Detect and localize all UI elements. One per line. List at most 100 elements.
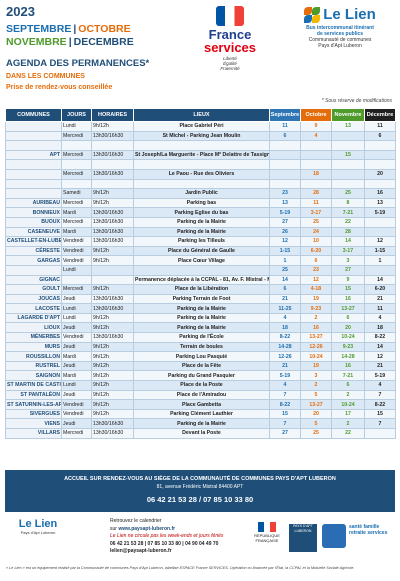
table-row: ST SATURNIN-LES-APT Vendredi 9h/12h Place G… [5, 399, 396, 410]
cell-commune: SAIGNON [5, 370, 62, 382]
cell-jour: Samedi [61, 188, 92, 199]
cell-month [269, 140, 301, 151]
cell-month: 25 [331, 188, 365, 199]
table-row: Mercredi 13h30/16h30 St Michel - Parking J… [5, 130, 396, 142]
cell-commune [5, 121, 62, 132]
cell-month: 3-17 [300, 207, 332, 218]
cell-lieu [133, 264, 270, 276]
cell-jour: Lundi [61, 303, 92, 314]
cell-horaire: 9h/12h [91, 389, 134, 401]
table-row: CASENEUVE Mardi 13h30/16h30 Parking de la M… [5, 226, 396, 238]
cell-commune: GIGNAC [5, 274, 62, 286]
cell-month: 4 [364, 380, 396, 391]
cell-lieu: Le Paou - Rue des Oliviers [133, 168, 270, 180]
table-row: AURIBEAU Mercredi 9h/12h Parking bas 13 11 8 13 [5, 197, 396, 209]
month-label: DECEMBRE [73, 36, 134, 48]
cell-month: 9 [331, 274, 365, 286]
cell-horaire: 13h30/16h30 [91, 216, 134, 228]
logo-sub: Pays d'Apt Luberon [20, 530, 56, 535]
cell-jour: Lundi [61, 312, 92, 324]
cell-jour [61, 140, 92, 151]
cell-month: 1 [364, 255, 396, 266]
cell-month [364, 264, 396, 276]
cell-month: 8-22 [269, 399, 301, 410]
logo-text: services [203, 40, 257, 55]
marianne-icon [216, 6, 244, 26]
cell-lieu: Parking de la Mairie [133, 216, 270, 228]
cell-month: 2 [300, 380, 332, 391]
cell-month: 18 [300, 168, 332, 180]
cell-commune: ROUSSILLON [5, 351, 62, 362]
flag-icon [258, 522, 276, 532]
cell-lieu: Place de la Libération [133, 284, 270, 295]
table-row: LIOUX Jeudi 9h/12h Parking de la Mairie 18 16… [5, 322, 396, 334]
cell-month [300, 149, 332, 161]
contact-title: ACCUEIL SUR RENDEZ-VOUS AU SIÈGE DE LA C… [64, 476, 336, 482]
cell-month: 4 [364, 312, 396, 324]
cell-month [300, 178, 332, 190]
cell-month: 17 [331, 408, 365, 420]
cell-horaire: 9h/12h [91, 188, 134, 199]
cell-month: 22 [331, 216, 365, 228]
cell-month: 4 [269, 380, 301, 391]
cell-month: 10-24 [331, 332, 365, 343]
cell-month [331, 168, 365, 180]
cell-commune: LIOUX [5, 322, 62, 334]
email-link[interactable]: lelien@paysapt-luberon.fr [110, 548, 172, 554]
table-body: Lundi 9h/12h Place Gabriel Péri 11 9 13 11 Merc… [5, 121, 396, 439]
cell-commune [5, 168, 62, 180]
cell-lieu: Devant la Poste [133, 428, 270, 439]
schedule-table: COMMUNES JOURS HORAIRES LIEUX Septembre Octob… [5, 108, 396, 439]
logo-text: RÉPUBLIQUE FRANÇAISE [254, 533, 280, 543]
cell-month: 27 [269, 428, 301, 439]
cell-jour: Vendredi [61, 236, 92, 247]
cell-month: 14 [269, 274, 301, 286]
cell-month: 7 [269, 418, 301, 429]
logo-desc: Bus intercommunal itinérant de services … [306, 25, 374, 37]
table-row: VILLARS Mercredi 13h30/16h30 Devant la Post… [5, 428, 396, 439]
cell-month: 6-20 [300, 245, 332, 257]
cell-month: 13-27 [300, 332, 332, 343]
cell-month: 9-23 [300, 303, 332, 314]
cell-month [364, 428, 396, 439]
cell-month: 8-22 [269, 332, 301, 343]
cell-horaire: 9h/12h [91, 399, 134, 410]
cell-month: 11 [300, 197, 332, 209]
table-row: GIGNAC Permanence déplacée à la CCPAL - 8… [5, 274, 396, 286]
le-lien-logo: Le Lien Bus intercommunal itinérant de s… [285, 6, 395, 49]
cell-horaire: 13h30/16h30 [91, 207, 134, 218]
contact-box: ACCUEIL SUR RENDEZ-VOUS AU SIÈGE DE LA C… [5, 470, 395, 512]
cell-month: 28 [331, 226, 365, 238]
pays-apt-logo: PAYS D'APT LUBERON [289, 524, 317, 552]
cell-month: 3-17 [331, 245, 365, 257]
cell-month: 8 [331, 197, 365, 209]
cell-month [269, 168, 301, 180]
cell-month: 12-26 [300, 341, 332, 353]
cell-jour: Lundi [61, 380, 92, 391]
cell-month: 6 [364, 130, 396, 142]
cell-month: 6 [269, 130, 301, 142]
table-row: RUSTREL Jeudi 9h/12h Place de la Fête 21 19 16… [5, 360, 396, 372]
cell-horaire: 9h/12h [91, 255, 134, 266]
cell-month: 2 [331, 418, 365, 429]
month-label: | [68, 36, 72, 48]
cell-month: 16 [300, 322, 332, 334]
cell-lieu [133, 178, 270, 190]
cell-commune: AURIBEAU [5, 197, 62, 209]
footer-line: sur [110, 525, 119, 532]
table-header: COMMUNES JOURS HORAIRES LIEUX Septembre Octob… [5, 108, 396, 122]
table-row: JOUCAS Jeudi 13h30/16h30 Parking Terrain de… [5, 293, 396, 305]
cell-commune: RUSTREL [5, 360, 62, 372]
cell-month: 6 [300, 255, 332, 266]
cell-month: 21 [364, 293, 396, 305]
cell-month: 14-28 [331, 351, 365, 362]
website-link[interactable]: www.paysapt-luberon.fr [118, 525, 176, 532]
cell-month: 15 [331, 284, 365, 295]
cell-horaire [91, 159, 134, 170]
cell-horaire: 13h30/16h30 [91, 149, 134, 161]
cell-horaire: 9h/12h [91, 312, 134, 324]
cell-lieu: Parking de la Mairie [133, 303, 270, 314]
cell-month: 14 [331, 236, 365, 247]
table-row: CASTELLET-EN-LUBERONVendredi13h30/16h30P… [5, 236, 396, 247]
